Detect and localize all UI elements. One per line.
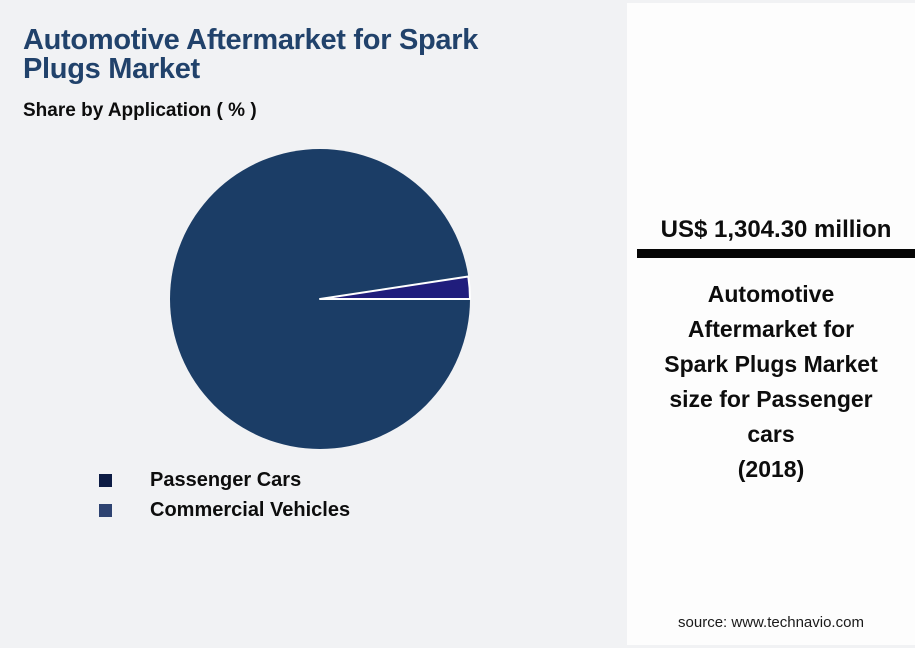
chart-title: Automotive Aftermarket for Spark Plugs M… xyxy=(23,24,479,85)
legend-label: Passenger Cars xyxy=(150,468,302,491)
legend-item-passenger-cars: Passenger Cars xyxy=(99,465,350,495)
chart-legend: Passenger Cars Commercial Vehicles xyxy=(99,465,350,525)
pie-chart xyxy=(169,148,471,450)
chart-subtitle: Share by Application ( % ) xyxy=(23,100,257,121)
market-size-value: US$ 1,304.30 million xyxy=(660,216,892,243)
stats-panel: US$ 1,304.30 million Automotive Aftermar… xyxy=(627,3,915,645)
legend-swatch-passenger-cars xyxy=(99,473,112,487)
legend-label: Commercial Vehicles xyxy=(150,498,351,521)
divider-bar xyxy=(637,249,915,258)
source-text: source: www.technavio.com xyxy=(678,614,864,631)
pie-chart-svg xyxy=(170,149,471,449)
pie-slice-commercial-vehicles xyxy=(319,275,471,300)
legend-swatch-commercial-vehicles xyxy=(99,503,112,517)
legend-item-commercial-vehicles: Commercial Vehicles xyxy=(99,495,350,525)
market-size-description: Automotive Aftermarket for Spark Plugs M… xyxy=(664,281,878,482)
